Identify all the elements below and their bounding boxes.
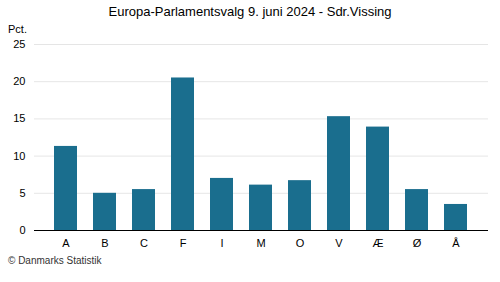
svg-text:M: M [256, 237, 265, 249]
svg-text:V: V [335, 237, 343, 249]
svg-text:15: 15 [13, 112, 25, 124]
svg-text:Å: Å [452, 237, 460, 249]
svg-text:25: 25 [13, 38, 25, 50]
svg-text:O: O [296, 237, 305, 249]
html-text:Pct.: Pct. [8, 23, 27, 35]
html-text:© Danmarks Statistik: © Danmarks Statistik [8, 255, 102, 266]
svg-text:F: F [180, 237, 187, 249]
html-text:Europa-Parlamentsvalg 9. juni: Europa-Parlamentsvalg 9. juni 2024 - Sdr… [108, 4, 392, 19]
svg-text:Æ: Æ [373, 237, 384, 249]
svg-text:10: 10 [13, 150, 25, 162]
svg-text:I: I [220, 237, 223, 249]
svg-text:5: 5 [19, 187, 25, 199]
svg-text:C: C [140, 237, 148, 249]
svg-text:0: 0 [19, 224, 25, 236]
svg-text:20: 20 [13, 75, 25, 87]
svg-text:Ø: Ø [413, 237, 422, 249]
svg-text:B: B [101, 237, 108, 249]
svg-text:A: A [62, 237, 70, 249]
